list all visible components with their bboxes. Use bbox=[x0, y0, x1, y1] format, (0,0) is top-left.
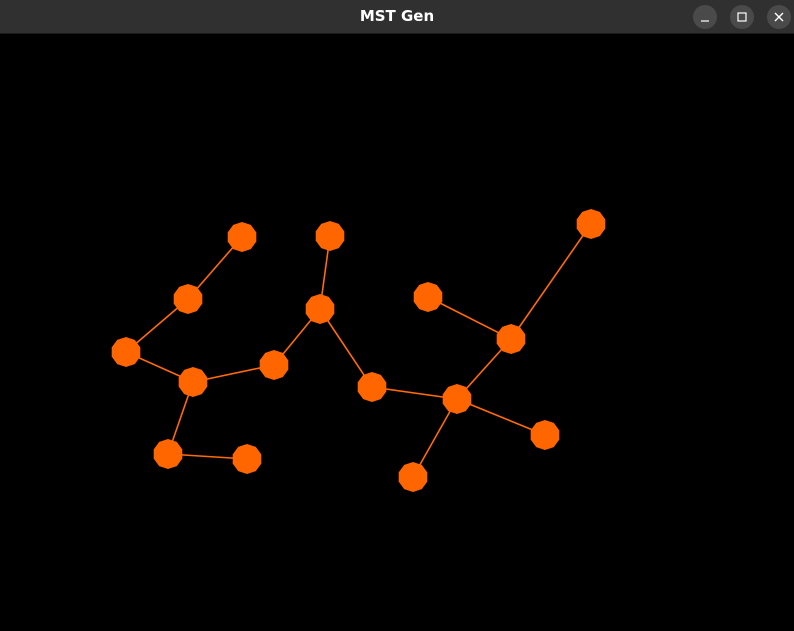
graph-node[interactable] bbox=[232, 444, 262, 474]
graph-edge bbox=[412, 398, 458, 478]
graph-node[interactable] bbox=[530, 420, 560, 450]
graph-node[interactable] bbox=[413, 282, 443, 312]
graph-canvas[interactable] bbox=[0, 35, 794, 631]
close-icon bbox=[774, 12, 784, 22]
close-button[interactable] bbox=[767, 5, 791, 29]
graph-node[interactable] bbox=[496, 324, 526, 354]
graph-edge bbox=[510, 223, 592, 340]
window-title: MST Gen bbox=[359, 7, 435, 25]
minimize-button[interactable] bbox=[693, 5, 717, 29]
graph-node[interactable] bbox=[173, 284, 203, 314]
graph-node[interactable] bbox=[259, 350, 289, 380]
graph-node[interactable] bbox=[357, 372, 387, 402]
title-bar[interactable]: MST Gen bbox=[0, 0, 794, 34]
graph-edge bbox=[456, 398, 546, 436]
graph-node[interactable] bbox=[305, 294, 335, 324]
graph-node[interactable] bbox=[576, 209, 606, 239]
maximize-icon bbox=[737, 12, 747, 22]
graph-node[interactable] bbox=[398, 462, 428, 492]
graph-node[interactable] bbox=[227, 222, 257, 252]
mst-graph bbox=[111, 209, 606, 492]
graph-node[interactable] bbox=[178, 367, 208, 397]
graph-node[interactable] bbox=[442, 384, 472, 414]
graph-node[interactable] bbox=[111, 337, 141, 367]
maximize-button[interactable] bbox=[730, 5, 754, 29]
graph-node[interactable] bbox=[153, 439, 183, 469]
graph-node[interactable] bbox=[315, 221, 345, 251]
minimize-icon bbox=[701, 20, 709, 22]
graph-edge bbox=[319, 308, 373, 388]
graph-edge bbox=[427, 296, 512, 340]
